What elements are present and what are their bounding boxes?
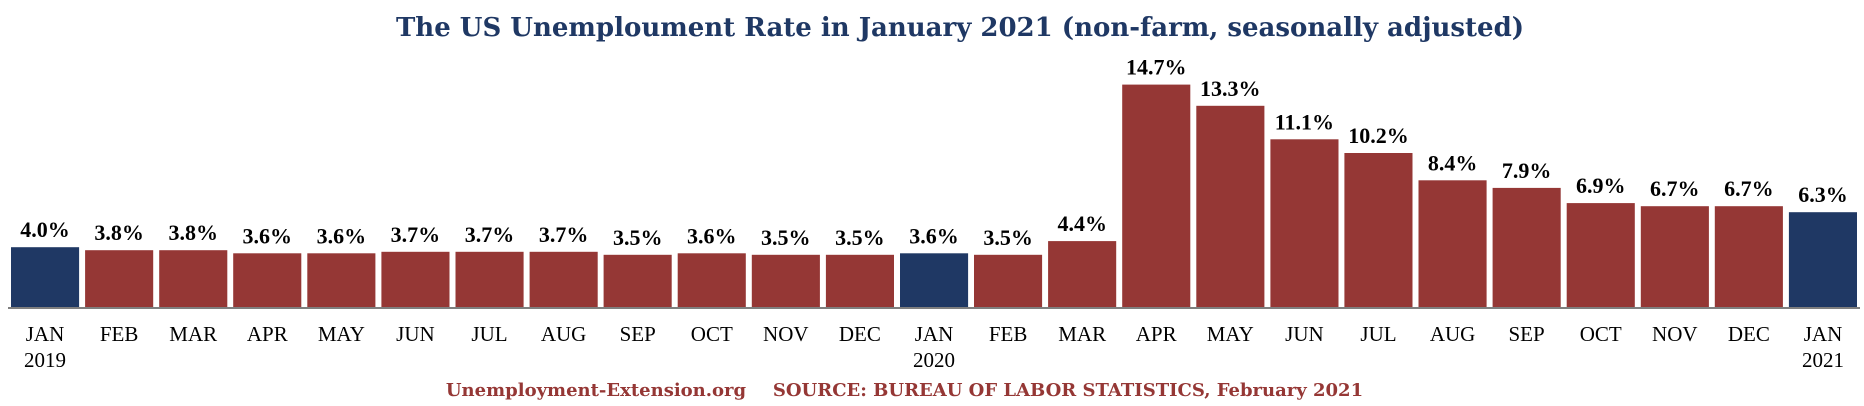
bar [1714,206,1783,308]
x-tick-label-month: JUL [1360,322,1396,346]
bar [159,250,228,308]
bar [825,254,894,308]
bar [1418,180,1487,308]
x-tick-label-month: MAY [1207,322,1254,346]
bar-value-label: 3.6% [243,223,293,248]
bar [1196,105,1265,308]
bar-value-label: 3.7% [465,222,515,247]
x-tick-label-month: DEC [1728,322,1770,346]
footer-source: SOURCE: BUREAU OF LABOR STATISTICS, Febr… [773,380,1363,401]
x-tick-label-month: AUG [1430,322,1476,346]
bar [677,253,746,308]
bar [529,251,598,308]
bar [1270,139,1339,308]
bar-value-label: 7.9% [1502,158,1552,183]
footer-site: Unemployment-Extension.org [446,380,747,401]
bar [603,254,672,308]
bar-value-label: 3.6% [317,223,367,248]
bar-value-label: 3.5% [613,225,663,250]
x-tick-label-month: DEC [839,322,881,346]
x-tick-label-year: 2019 [24,348,66,372]
bar-value-label: 6.9% [1576,173,1626,198]
x-tick-label-month: OCT [1580,322,1622,346]
bar-value-label: 6.7% [1724,176,1774,201]
bar [1122,84,1191,308]
bar [455,251,524,308]
x-tick-label-month: FEB [100,322,139,346]
x-tick-label-month: SEP [620,322,656,346]
bar [1640,206,1709,308]
x-tick-label-month: SEP [1509,322,1545,346]
x-tick-label-month: JUL [471,322,507,346]
x-tick-label-year: 2021 [1802,348,1844,372]
x-tick-label-month: JUN [396,322,435,346]
bar-value-label: 8.4% [1428,150,1478,175]
x-tick-label-month: MAY [318,322,365,346]
x-tick-label-month: JAN [26,322,65,346]
bar [1566,203,1635,308]
x-tick-label-month: OCT [691,322,733,346]
chart-title: The US Unemploument Rate in January 2021… [396,13,1524,43]
bar-value-label: 13.3% [1200,76,1261,101]
bar-value-label: 6.7% [1650,176,1700,201]
bar-value-label: 14.7% [1126,55,1187,80]
x-tick-label-month: AUG [541,322,587,346]
bar-value-label: 6.3% [1798,182,1848,207]
bar-value-label: 4.4% [1057,211,1107,236]
x-tick-label-month: FEB [989,322,1028,346]
x-tick-label-month: MAR [1058,322,1106,346]
bar [307,253,376,308]
bar [1048,241,1117,308]
bars-layer [11,84,1857,308]
bar-value-label: 10.2% [1348,123,1409,148]
x-tick-label-month: APR [1136,322,1177,346]
bar [11,247,80,308]
bar [751,254,820,308]
bar-value-label: 3.5% [761,225,811,250]
x-tick-label-year: 2020 [913,348,955,372]
x-tick-label-month: NOV [1652,322,1698,346]
bar-value-label: 4.0% [20,217,70,242]
bar-value-label: 3.5% [835,225,885,250]
x-tick-label-month: JUN [1285,322,1324,346]
value-labels-layer: 4.0% 3.8% 3.8% 3.6% 3.6% 3.7% 3.7% 3.7% 3.5% 3.6%… [20,55,1848,250]
bar-value-label: 3.8% [168,220,218,245]
x-tick-label-month: MAR [169,322,217,346]
bar [974,254,1043,308]
x-tick-label-month: JAN [915,322,954,346]
bar [381,251,450,308]
bar [1788,212,1857,308]
bar-value-label: 3.6% [909,223,959,248]
x-tick-label-month: APR [247,322,288,346]
bar-value-label: 3.5% [983,225,1033,250]
bar [85,250,154,308]
x-tick-label-month: NOV [763,322,809,346]
bar [1492,187,1561,308]
x-tick-label-month: JAN [1804,322,1843,346]
bar-value-label: 3.7% [391,222,441,247]
bar-value-label: 3.7% [539,222,589,247]
bar [900,253,969,308]
bar-value-label: 3.8% [94,220,144,245]
bar-value-label: 11.1% [1275,109,1334,134]
bar [233,253,302,308]
bar-value-label: 3.6% [687,223,737,248]
bar [1344,153,1413,308]
